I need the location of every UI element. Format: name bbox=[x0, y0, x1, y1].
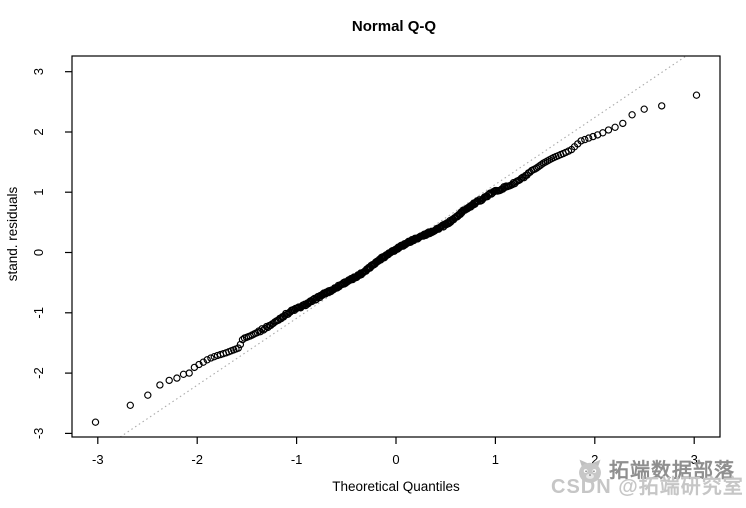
x-axis-label: Theoretical Quantiles bbox=[332, 479, 460, 494]
y-tick-label: 3 bbox=[31, 68, 46, 75]
x-tick-label: 1 bbox=[492, 452, 499, 467]
y-tick-label: 0 bbox=[31, 249, 46, 256]
x-tick-label: -3 bbox=[92, 452, 104, 467]
x-tick-label: 0 bbox=[392, 452, 399, 467]
x-tick-label: 3 bbox=[691, 452, 698, 467]
y-tick-label: -1 bbox=[31, 307, 46, 319]
reference-line bbox=[119, 55, 687, 438]
x-tick-label: -2 bbox=[191, 452, 203, 467]
y-tick-label: 1 bbox=[31, 189, 46, 196]
y-tick-label: -2 bbox=[31, 367, 46, 379]
x-tick-label: -1 bbox=[291, 452, 303, 467]
y-axis-label: stand. residuals bbox=[5, 186, 20, 281]
y-tick-label: -3 bbox=[31, 428, 46, 440]
y-tick-label: 2 bbox=[31, 128, 46, 135]
plot-title: Normal Q-Q bbox=[352, 18, 437, 35]
axes: -3 -2 -1 0 1 2 3 -3 -2 -1 0 1 2 3 bbox=[31, 55, 721, 467]
data-points bbox=[91, 91, 701, 426]
x-tick-label: 2 bbox=[591, 452, 598, 467]
